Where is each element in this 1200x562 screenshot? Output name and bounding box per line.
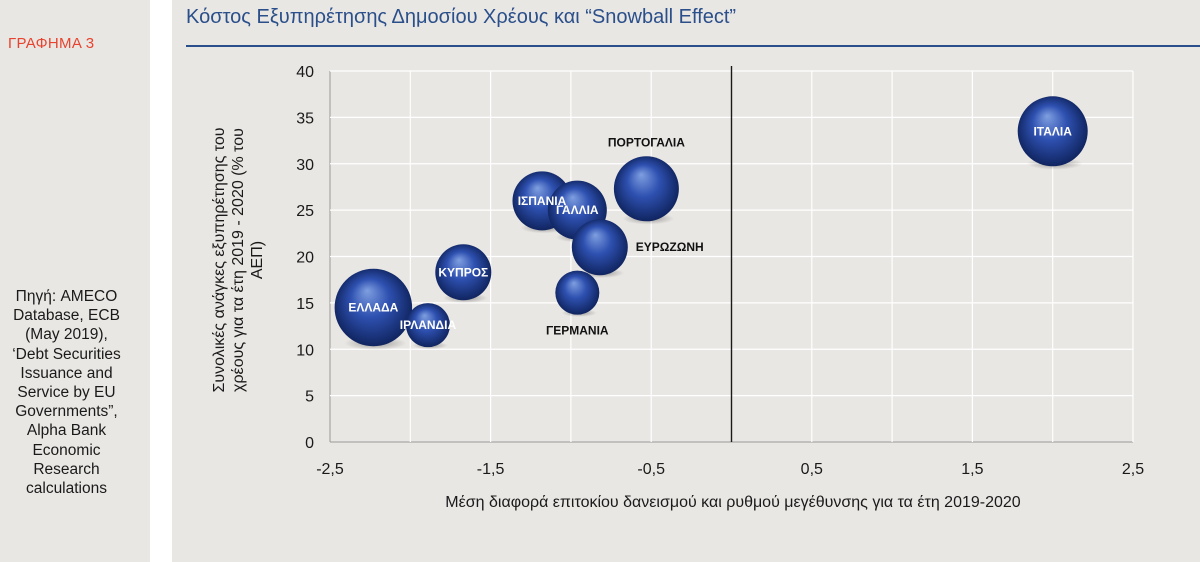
- bubble-label: ΓΑΛΛΙΑ: [556, 203, 599, 217]
- y-axis-title-line: χρέους για τα έτη 2019 - 2020 (% του: [230, 128, 247, 392]
- source-note-line: Economic: [32, 441, 101, 459]
- bubble-ευρωζωνη: [571, 219, 628, 276]
- chart-panel: [172, 0, 1200, 562]
- y-tick-label: 40: [296, 64, 314, 81]
- bubble-label: ΓΕΡΜΑΝΙΑ: [546, 324, 609, 338]
- x-tick-label: 1,5: [961, 461, 983, 478]
- source-note-line: Database, ECB: [13, 307, 120, 325]
- bubble-πορτογαλια: [613, 156, 679, 222]
- y-tick-label: 35: [296, 110, 314, 127]
- panel-gap: [150, 0, 172, 562]
- source-note-line: Πηγή: AMECO: [15, 288, 118, 305]
- source-note-line: Research: [33, 460, 100, 478]
- chart-title: Κόστος Εξυπηρέτησης Δημοσίου Χρέους και …: [186, 6, 737, 28]
- x-tick-label: 2,5: [1122, 461, 1144, 478]
- bubble-label: ΠΟΡΤΟΓΑΛΙΑ: [608, 135, 685, 149]
- bubble-label: ΕΛΛΑΔΑ: [348, 301, 398, 315]
- x-axis-title: Μέση διαφορά επιτοκίου δανεισμού και ρυθ…: [445, 494, 1020, 511]
- title-underline: [186, 45, 1200, 47]
- bubble-label: ΙΤΑΛΙΑ: [1033, 124, 1072, 138]
- x-tick-label: -0,5: [637, 461, 665, 478]
- y-axis-title-text: Συνολικές ανάγκες εξυπηρέτησης του χρέους…: [211, 128, 266, 393]
- figure-label: ΓΡΑΦΗΜΑ 3: [8, 35, 95, 52]
- x-axis-ticks: -2,5 -1,5 -0,5 0,5 1,5 2,5: [316, 461, 1144, 478]
- source-note-line: Issuance and: [20, 364, 113, 382]
- source-note-line: (May 2019),: [25, 326, 108, 344]
- source-note-line: Governments”,: [15, 403, 118, 421]
- y-axis-ticks: 0 5 10 15 20 25 30 35 40: [296, 64, 314, 452]
- bubble-label: ΙΣΠΑΝΙΑ: [518, 194, 567, 208]
- y-axis-title-line: ΑΕΠ): [249, 241, 266, 279]
- bubble-label: ΕΥΡΩΖΩΝΗ: [636, 240, 704, 254]
- bubble-label: ΚΥΠΡΟΣ: [438, 265, 488, 279]
- bubble-ιρλανδια: [405, 303, 450, 348]
- bubble-κυπρος: [435, 244, 492, 301]
- x-tick-label: -1,5: [477, 461, 505, 478]
- y-tick-label: 15: [296, 296, 314, 313]
- x-tick-label: 0,5: [801, 461, 823, 478]
- source-note-line: Service by EU: [17, 384, 116, 402]
- y-tick-label: 20: [296, 250, 314, 267]
- bubbles: [334, 96, 1088, 351]
- source-note-line: ‘Debt Securities: [12, 345, 121, 363]
- y-axis-title: Συνολικές ανάγκες εξυπηρέτησης του χρέους…: [211, 128, 266, 393]
- source-note-line: calculations: [26, 480, 107, 498]
- bubble-ιταλια: [1017, 96, 1088, 167]
- y-tick-label: 0: [305, 435, 314, 452]
- y-tick-label: 25: [296, 203, 314, 220]
- x-tick-label: -2,5: [316, 461, 344, 478]
- sidebar: ΓΡΑΦΗΜΑ 3 Πηγή: AMECO Database, ECB (May 2…: [0, 0, 150, 562]
- y-axis-title-line: Συνολικές ανάγκες εξυπηρέτησης του: [211, 128, 228, 393]
- source-note-line: Alpha Bank: [26, 422, 107, 440]
- y-tick-label: 5: [305, 389, 314, 406]
- bubble-label: ΙΡΛΑΝΔΙΑ: [400, 318, 457, 332]
- y-tick-label: 10: [296, 342, 314, 359]
- bubble-ελλαδα: [334, 268, 413, 347]
- bubble-γερμανια: [555, 270, 600, 315]
- source-note: Πηγή: AMECO Database, ECB (May 2019), ‘Debt…: [0, 287, 133, 498]
- y-tick-label: 30: [296, 157, 314, 174]
